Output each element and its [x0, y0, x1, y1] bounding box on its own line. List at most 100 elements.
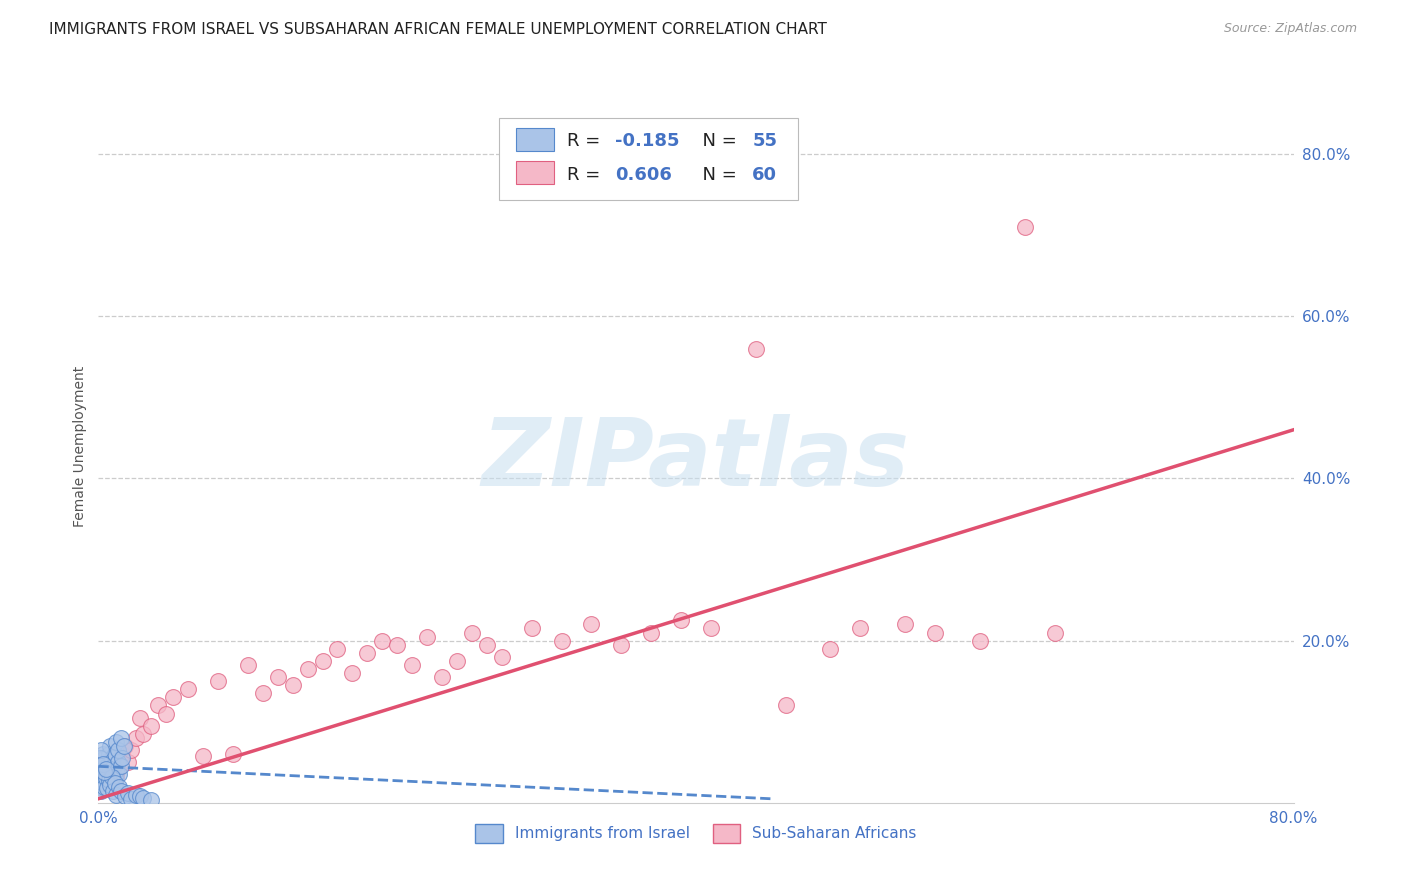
Point: [110, 731, 132, 745]
Point: [491, 649, 513, 664]
Point: [101, 767, 124, 781]
Point: [108, 767, 131, 781]
Point: [297, 662, 319, 676]
Point: [129, 711, 152, 725]
Point: [94, 756, 117, 770]
Point: [148, 698, 170, 713]
Point: [110, 783, 132, 797]
Point: [267, 670, 290, 684]
Point: [446, 654, 468, 668]
Text: 60: 60: [752, 166, 778, 184]
Point: [103, 783, 125, 797]
Text: 55: 55: [752, 132, 778, 150]
Point: [103, 764, 125, 779]
Point: [139, 792, 162, 806]
Text: R =: R =: [567, 132, 606, 150]
Point: [104, 775, 127, 789]
Point: [98, 764, 122, 778]
Point: [117, 756, 139, 770]
Point: [139, 719, 162, 733]
Point: [326, 641, 349, 656]
Point: [90, 743, 112, 757]
Point: [117, 786, 139, 800]
Point: [281, 678, 304, 692]
Point: [125, 788, 148, 802]
Point: [107, 743, 129, 757]
Point: [91, 775, 114, 789]
FancyBboxPatch shape: [499, 118, 797, 200]
Point: [745, 342, 768, 356]
Point: [97, 772, 120, 786]
Point: [110, 759, 132, 773]
Text: 0.606: 0.606: [614, 166, 672, 184]
Point: [120, 791, 142, 805]
Point: [385, 638, 409, 652]
Point: [581, 617, 603, 632]
Point: [104, 747, 127, 761]
Point: [105, 764, 128, 778]
Y-axis label: Female Unemployment: Female Unemployment: [73, 366, 87, 526]
Point: [93, 764, 115, 779]
Point: [356, 646, 378, 660]
Point: [155, 706, 177, 721]
Point: [94, 772, 117, 786]
Point: [894, 617, 917, 632]
Point: [89, 751, 111, 765]
Point: [430, 670, 453, 684]
Point: [132, 791, 155, 805]
Point: [924, 625, 946, 640]
Point: [111, 747, 134, 761]
Point: [640, 625, 662, 640]
Point: [105, 735, 128, 749]
Point: [475, 638, 498, 652]
Point: [461, 625, 484, 640]
Point: [96, 781, 118, 796]
Point: [105, 788, 128, 802]
Point: [94, 767, 117, 781]
Text: -0.185: -0.185: [614, 132, 679, 150]
Point: [610, 638, 633, 652]
Point: [94, 780, 117, 794]
Point: [125, 731, 148, 745]
Point: [1043, 625, 1066, 640]
Point: [101, 759, 124, 773]
Text: R =: R =: [567, 166, 606, 184]
Point: [1014, 220, 1036, 235]
Point: [107, 762, 129, 776]
Point: [108, 780, 131, 794]
Point: [98, 739, 122, 753]
Point: [207, 674, 229, 689]
Point: [89, 780, 111, 794]
Point: [90, 767, 112, 781]
Point: [550, 633, 572, 648]
Text: N =: N =: [692, 166, 742, 184]
Point: [162, 690, 184, 705]
Legend: Immigrants from Israel, Sub-Saharan Africans: Immigrants from Israel, Sub-Saharan Afri…: [470, 818, 922, 848]
Point: [90, 759, 112, 773]
Point: [97, 764, 120, 778]
FancyBboxPatch shape: [516, 128, 554, 151]
Point: [93, 780, 115, 794]
Point: [775, 698, 797, 713]
FancyBboxPatch shape: [516, 161, 554, 184]
Point: [114, 739, 136, 753]
Point: [129, 789, 152, 804]
Text: IMMIGRANTS FROM ISRAEL VS SUBSAHARAN AFRICAN FEMALE UNEMPLOYMENT CORRELATION CHA: IMMIGRANTS FROM ISRAEL VS SUBSAHARAN AFR…: [49, 22, 827, 37]
Text: N =: N =: [692, 132, 742, 150]
Point: [236, 657, 259, 672]
Point: [191, 748, 214, 763]
Text: Source: ZipAtlas.com: Source: ZipAtlas.com: [1223, 22, 1357, 36]
Point: [222, 747, 245, 761]
Text: ZIPatlas: ZIPatlas: [482, 414, 910, 507]
Point: [120, 743, 142, 757]
Point: [103, 775, 125, 789]
Point: [96, 767, 118, 781]
Point: [401, 657, 423, 672]
Point: [669, 613, 692, 627]
Point: [91, 747, 114, 761]
Point: [700, 622, 723, 636]
Point: [969, 633, 991, 648]
Point: [90, 783, 112, 797]
Point: [90, 775, 112, 789]
Point: [91, 772, 114, 786]
